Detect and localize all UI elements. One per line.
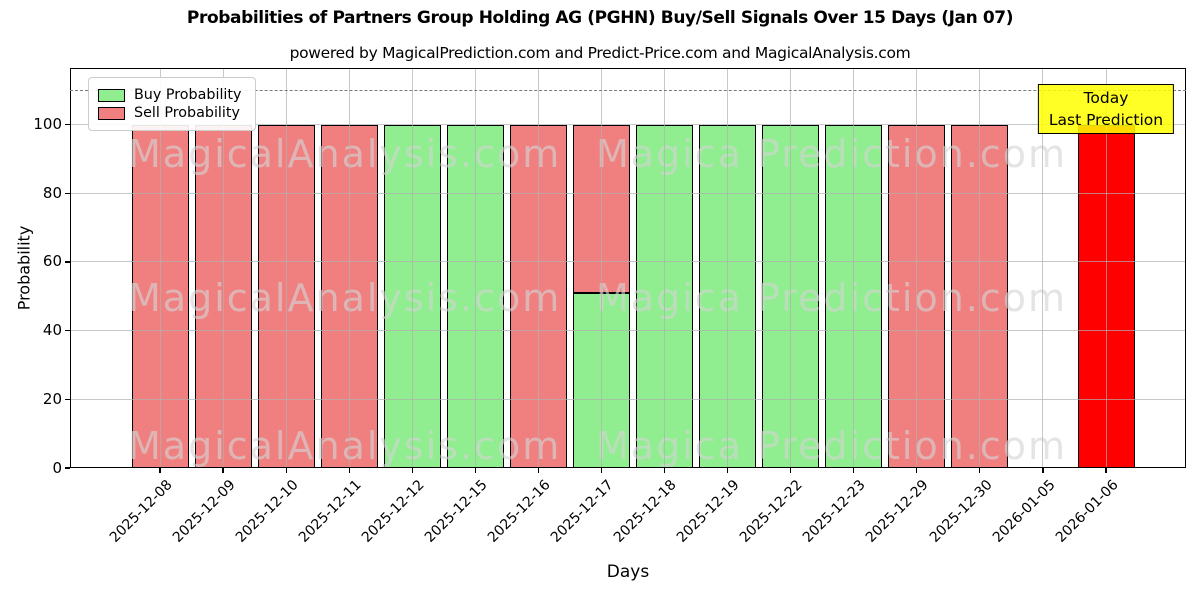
horizontal-gridline <box>70 192 1186 194</box>
legend-item-buy: Buy Probability <box>98 87 241 103</box>
y-axis-label: Probability <box>14 225 34 311</box>
x-tick-label: 2025-12-16 <box>484 477 554 546</box>
vertical-gridline <box>285 68 287 468</box>
x-tick <box>916 468 918 473</box>
y-tick-label: 80 <box>42 183 62 202</box>
x-tick-label: 2026-01-05 <box>989 477 1059 546</box>
x-tick-label: 2025-12-29 <box>863 477 933 546</box>
threshold-dashed-line <box>70 90 1186 92</box>
y-tick-label: 60 <box>42 252 62 271</box>
x-tick <box>159 468 161 473</box>
vertical-gridline <box>1105 68 1107 468</box>
x-tick <box>222 468 224 473</box>
y-tick <box>65 330 70 332</box>
x-tick-label: 2025-12-15 <box>421 477 491 546</box>
y-tick-label: 40 <box>42 321 62 340</box>
horizontal-gridline <box>70 124 1186 126</box>
x-tick-label: 2026-01-06 <box>1052 477 1122 546</box>
x-tick-label: 2025-12-12 <box>358 477 428 546</box>
x-tick-label: 2025-12-22 <box>737 477 806 546</box>
x-tick-label: 2025-12-30 <box>926 477 996 546</box>
vertical-gridline <box>348 68 350 468</box>
today-annotation: Today Last Prediction <box>1037 84 1175 134</box>
x-tick-label: 2025-12-17 <box>547 477 617 546</box>
y-tick-label: 100 <box>33 115 62 134</box>
vertical-gridline <box>474 68 476 468</box>
x-tick <box>600 468 603 473</box>
vertical-gridline <box>979 68 981 468</box>
x-tick-label: 2025-12-19 <box>674 477 743 546</box>
x-axis-label: Days <box>606 562 650 582</box>
chart-subtitle: powered by MagicalPrediction.com and Pre… <box>289 44 911 62</box>
x-tick-label: 2025-12-23 <box>800 477 870 546</box>
x-tick <box>979 468 981 473</box>
x-tick <box>853 468 855 473</box>
vertical-gridline <box>790 68 792 468</box>
x-tick <box>474 468 476 473</box>
x-tick <box>537 468 539 473</box>
sell-swatch-icon <box>98 106 125 120</box>
legend-label-buy: Buy Probability <box>134 87 242 103</box>
x-tick <box>348 468 350 473</box>
x-tick <box>1105 468 1107 473</box>
y-tick <box>65 398 70 400</box>
vertical-gridline <box>222 68 224 468</box>
y-tick <box>65 124 70 126</box>
vertical-gridline <box>853 68 855 468</box>
y-tick <box>65 192 70 194</box>
x-tick-label: 2025-12-11 <box>295 477 365 546</box>
vertical-gridline <box>411 68 413 468</box>
y-tick-label: 20 <box>42 389 62 408</box>
vertical-gridline <box>537 68 539 468</box>
vertical-gridline <box>916 68 918 468</box>
vertical-gridline <box>159 68 161 468</box>
vertical-gridline <box>600 68 602 468</box>
x-tick <box>790 468 792 473</box>
vertical-gridline <box>1042 68 1044 468</box>
x-tick-label: 2025-12-10 <box>232 477 302 546</box>
x-tick <box>285 468 287 473</box>
legend-label-sell: Sell Probability <box>134 105 240 121</box>
x-tick <box>411 468 413 473</box>
buy-swatch-icon <box>98 88 125 102</box>
horizontal-gridline <box>70 261 1186 263</box>
annotation-line-2: Last Prediction <box>1048 111 1164 129</box>
legend-item-sell: Sell Probability <box>98 105 241 121</box>
vertical-gridline <box>727 68 729 468</box>
annotation-line-1: Today <box>1083 89 1129 107</box>
y-tick <box>65 261 70 263</box>
legend: Buy Probability Sell Probability <box>88 77 257 131</box>
x-tick <box>663 468 666 473</box>
chart-title: Probabilities of Partners Group Holding … <box>186 8 1014 28</box>
vertical-gridline <box>664 68 666 468</box>
x-tick-label: 2025-12-08 <box>106 477 176 546</box>
horizontal-gridline <box>70 330 1186 332</box>
x-tick <box>1042 468 1044 473</box>
x-tick-label: 2025-12-09 <box>169 477 239 546</box>
x-tick-label: 2025-12-18 <box>611 477 680 546</box>
x-tick <box>727 468 729 473</box>
y-tick-label: 0 <box>52 458 62 477</box>
horizontal-gridline <box>70 398 1186 400</box>
y-tick <box>65 467 70 469</box>
